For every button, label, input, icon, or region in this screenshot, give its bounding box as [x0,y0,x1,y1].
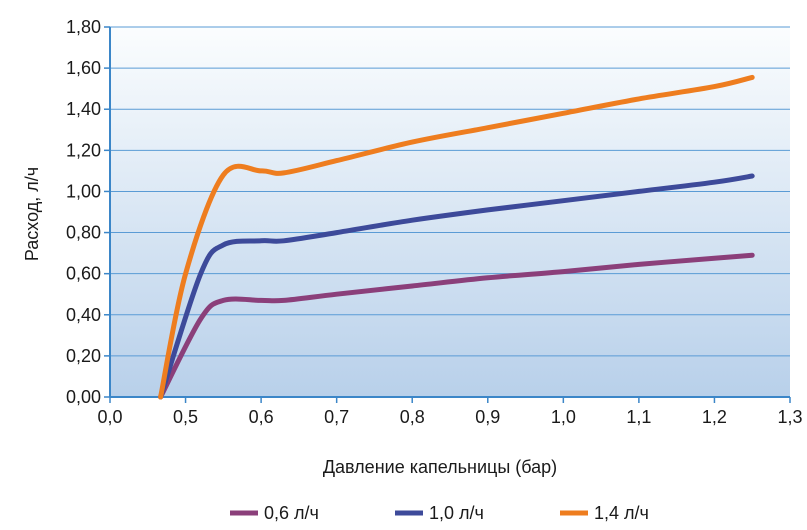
x-tick-label: 0,8 [400,407,425,427]
y-tick-label: 0,20 [66,346,101,366]
y-tick-label: 0,60 [66,264,101,284]
y-tick-label: 1,20 [66,140,101,160]
y-tick-label: 1,80 [66,17,101,37]
series-line-3 [158,74,755,400]
x-tick-label: 0,5 [173,407,198,427]
y-tick-label: 0,00 [66,387,101,407]
legend: 0,6 л/ч 1,0 л/ч 1,4 л/ч [230,503,649,523]
x-tick-label: 0,6 [249,407,274,427]
y-axis-title: Расход, л/ч [22,167,42,261]
series-line-2 [158,173,755,400]
legend-label: 1,4 л/ч [594,503,649,523]
x-tick-label: 1,1 [626,407,651,427]
y-tick-label: 1,00 [66,181,101,201]
plot-area [110,27,790,397]
legend-label: 1,0 л/ч [429,503,484,523]
x-tick-label: 1,3 [777,407,802,427]
x-tick-label: 1,2 [702,407,727,427]
x-axis-title: Давление капельницы (бар) [323,457,557,477]
x-tick-label: 1,0 [551,407,576,427]
series-line-1 [158,252,755,400]
x-tick-label: 0,7 [324,407,349,427]
y-tick-label: 1,60 [66,58,101,78]
x-tick-label: 0,0 [97,407,122,427]
y-tick-label: 0,40 [66,305,101,325]
y-tick-label: 1,40 [66,99,101,119]
legend-label: 0,6 л/ч [264,503,319,523]
y-tick-label: 0,80 [66,223,101,243]
x-tick-label: 0,9 [475,407,500,427]
